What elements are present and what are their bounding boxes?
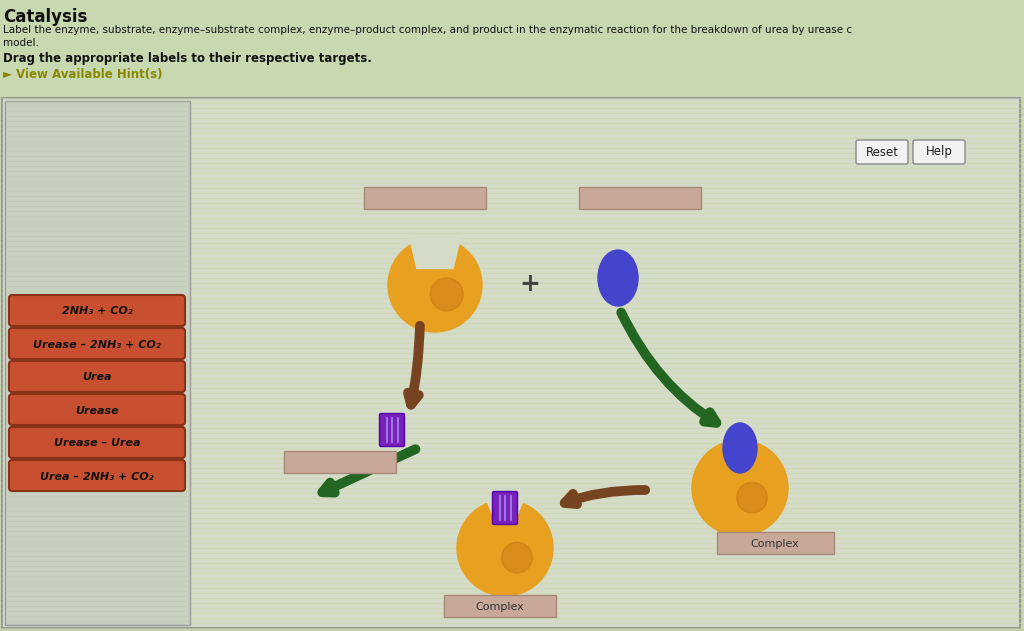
Text: +: +	[519, 272, 541, 296]
FancyBboxPatch shape	[380, 413, 404, 447]
Text: Complex: Complex	[751, 539, 800, 549]
Circle shape	[736, 482, 767, 513]
FancyBboxPatch shape	[9, 427, 185, 458]
Ellipse shape	[723, 423, 757, 473]
FancyBboxPatch shape	[913, 140, 965, 164]
FancyBboxPatch shape	[579, 187, 701, 209]
Circle shape	[388, 238, 482, 332]
Text: model.: model.	[3, 38, 39, 48]
Text: Label the enzyme, substrate, enzyme–substrate complex, enzyme–product complex, a: Label the enzyme, substrate, enzyme–subs…	[3, 25, 852, 35]
Ellipse shape	[598, 250, 638, 306]
FancyBboxPatch shape	[364, 187, 486, 209]
FancyBboxPatch shape	[9, 328, 185, 359]
Text: Urease – Urea: Urease – Urea	[53, 439, 140, 449]
Text: Reset: Reset	[865, 146, 898, 158]
Text: Urea: Urea	[82, 372, 112, 382]
FancyBboxPatch shape	[9, 394, 185, 425]
Text: Complex: Complex	[475, 602, 524, 612]
Text: Urea – 2NH₃ + CO₂: Urea – 2NH₃ + CO₂	[40, 471, 154, 481]
FancyBboxPatch shape	[856, 140, 908, 164]
Circle shape	[430, 278, 463, 311]
FancyBboxPatch shape	[9, 361, 185, 392]
Text: ► View Available Hint(s): ► View Available Hint(s)	[3, 68, 163, 81]
Circle shape	[502, 542, 532, 573]
Text: Urease: Urease	[75, 406, 119, 415]
Circle shape	[457, 500, 553, 596]
Text: Catalysis: Catalysis	[3, 8, 87, 26]
Text: Urease – 2NH₃ + CO₂: Urease – 2NH₃ + CO₂	[33, 339, 161, 350]
Polygon shape	[410, 236, 461, 269]
FancyBboxPatch shape	[717, 532, 834, 554]
FancyBboxPatch shape	[5, 101, 190, 625]
FancyBboxPatch shape	[9, 460, 185, 491]
Polygon shape	[721, 438, 759, 457]
FancyBboxPatch shape	[284, 451, 396, 473]
FancyBboxPatch shape	[444, 595, 556, 617]
Text: Drag the appropriate labels to their respective targets.: Drag the appropriate labels to their res…	[3, 52, 372, 65]
Text: Help: Help	[926, 146, 952, 158]
Circle shape	[692, 440, 788, 536]
Polygon shape	[485, 498, 524, 517]
FancyBboxPatch shape	[2, 98, 1020, 628]
FancyBboxPatch shape	[0, 0, 1024, 97]
Text: 2NH₃ + CO₂: 2NH₃ + CO₂	[61, 307, 132, 317]
FancyBboxPatch shape	[493, 492, 517, 524]
FancyBboxPatch shape	[9, 295, 185, 326]
